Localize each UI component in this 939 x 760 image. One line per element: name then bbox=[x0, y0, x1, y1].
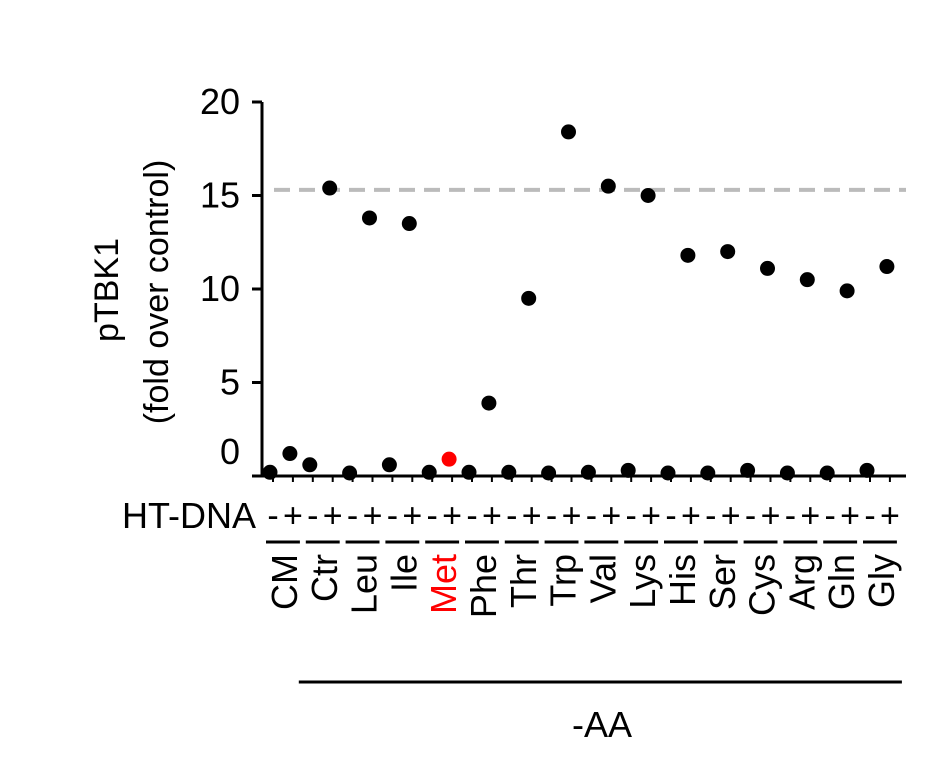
ht-dna-sign: - bbox=[705, 497, 716, 535]
ht-dna-sign: - bbox=[665, 497, 676, 535]
data-point bbox=[362, 210, 377, 226]
category-label: Ctr bbox=[304, 554, 345, 602]
data-point bbox=[600, 178, 616, 194]
data-point bbox=[461, 464, 477, 480]
ht-dna-sign: + bbox=[402, 497, 422, 535]
data-point bbox=[421, 464, 437, 480]
ht-dna-sign: + bbox=[840, 497, 860, 535]
ht-dna-sign: + bbox=[880, 497, 900, 535]
category-label: Met bbox=[423, 554, 464, 614]
ht-dna-sign: - bbox=[626, 497, 637, 535]
ht-dna-sign: + bbox=[363, 497, 383, 535]
category-label: Ser bbox=[702, 554, 743, 610]
data-point bbox=[859, 462, 875, 478]
data-point bbox=[481, 395, 497, 411]
data-point bbox=[720, 244, 736, 260]
ht-dna-sign: - bbox=[506, 497, 517, 535]
data-point bbox=[700, 465, 716, 481]
ht-dna-sign: - bbox=[785, 497, 796, 535]
y-tick-label: 10 bbox=[200, 268, 240, 309]
data-point bbox=[561, 124, 576, 140]
ht-dna-sign: - bbox=[307, 497, 318, 535]
ht-dna-sign: - bbox=[267, 497, 278, 535]
data-point bbox=[302, 457, 318, 473]
ht-dna-sign: + bbox=[482, 497, 502, 535]
data-point bbox=[839, 283, 855, 299]
data-point bbox=[660, 465, 676, 481]
data-point bbox=[680, 247, 696, 263]
ht-dna-sign: - bbox=[825, 497, 836, 535]
category-label: CM bbox=[264, 554, 305, 610]
ht-dna-sign: + bbox=[323, 497, 343, 535]
ht-dna-sign: - bbox=[427, 497, 438, 535]
data-point bbox=[640, 188, 656, 203]
ht-dna-sign: + bbox=[562, 497, 582, 535]
ht-dna-label: HT-DNA bbox=[122, 495, 256, 536]
data-point bbox=[381, 457, 397, 473]
category-label: Cys bbox=[742, 554, 783, 616]
data-point bbox=[521, 290, 537, 306]
y-tick-label: 0 bbox=[220, 431, 240, 472]
category-label: Ile bbox=[383, 554, 424, 592]
data-point bbox=[541, 465, 557, 481]
category-label: Trp bbox=[543, 554, 584, 607]
ht-dna-sign: - bbox=[586, 497, 597, 535]
category-label: His bbox=[662, 554, 703, 606]
category-label: Gln bbox=[821, 554, 862, 610]
data-point bbox=[740, 462, 756, 478]
category-label: Thr bbox=[503, 554, 544, 608]
ht-dna-sign: - bbox=[546, 497, 557, 535]
data-point bbox=[879, 259, 895, 275]
ht-dna-sign: + bbox=[800, 497, 820, 535]
ht-dna-sign: - bbox=[864, 497, 875, 535]
data-point bbox=[322, 180, 338, 196]
ht-dna-sign: + bbox=[721, 497, 741, 535]
ht-dna-sign: + bbox=[681, 497, 701, 535]
category-label: Gly bbox=[861, 554, 902, 608]
ht-dna-sign: - bbox=[745, 497, 756, 535]
category-label: Arg bbox=[781, 554, 822, 610]
data-point bbox=[282, 446, 298, 462]
data-point bbox=[262, 464, 278, 480]
y-tick-label: 15 bbox=[200, 175, 240, 216]
y-axis-subtitle: (fold over control) bbox=[138, 160, 176, 425]
ht-dna-sign: + bbox=[601, 497, 621, 535]
data-point bbox=[580, 464, 596, 480]
y-tick-label: 20 bbox=[200, 81, 240, 122]
ht-dna-sign: - bbox=[387, 497, 398, 535]
data-point bbox=[620, 462, 636, 478]
ht-dna-sign: - bbox=[466, 497, 477, 535]
category-label: Leu bbox=[344, 554, 385, 614]
y-axis-title: pTBK1 bbox=[88, 238, 126, 342]
data-point bbox=[760, 260, 775, 276]
category-label: Phe bbox=[463, 554, 504, 618]
ht-dna-sign: + bbox=[761, 497, 781, 535]
data-point bbox=[342, 465, 358, 481]
data-point bbox=[441, 451, 457, 467]
ht-dna-sign: - bbox=[347, 497, 358, 535]
data-point bbox=[501, 464, 517, 480]
group-label: -AA bbox=[572, 704, 632, 745]
data-point bbox=[779, 465, 795, 481]
data-point bbox=[799, 272, 815, 288]
ht-dna-sign: + bbox=[283, 497, 303, 535]
y-tick-label: 5 bbox=[220, 362, 240, 403]
ht-dna-sign: + bbox=[442, 497, 462, 535]
data-point bbox=[401, 216, 417, 232]
category-label: Lys bbox=[622, 554, 663, 609]
data-point bbox=[819, 465, 835, 481]
ht-dna-sign: + bbox=[641, 497, 661, 535]
ht-dna-sign: + bbox=[522, 497, 542, 535]
category-label: Val bbox=[582, 554, 623, 603]
